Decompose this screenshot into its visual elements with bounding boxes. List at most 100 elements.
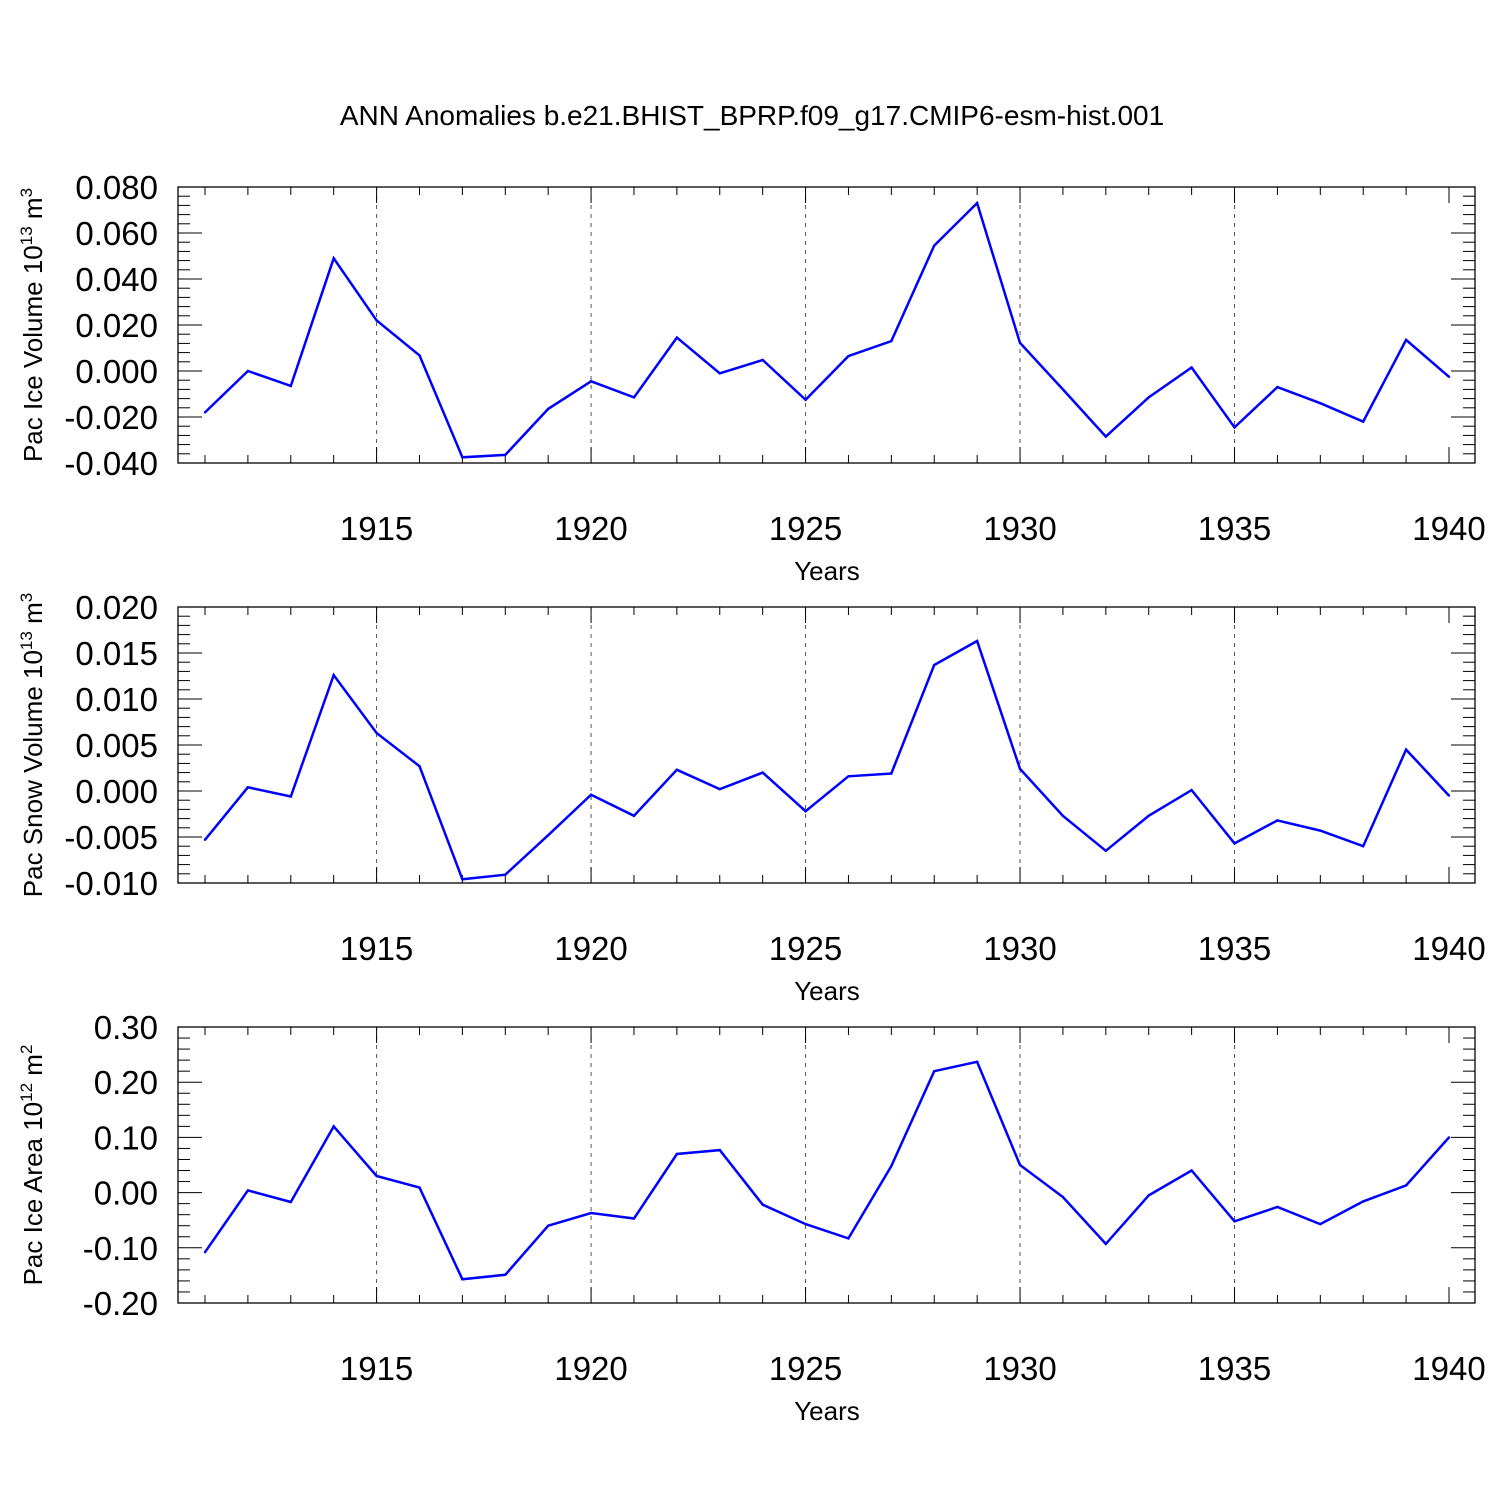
y-tick-label: -0.040 bbox=[64, 445, 158, 482]
y-axis-title-text: m bbox=[18, 602, 48, 631]
x-tick-label: 1935 bbox=[1198, 1350, 1271, 1387]
data-point bbox=[975, 1060, 979, 1063]
chart-panel-3: -0.20 -0.10 0.00 0.10 0.20 0.30 1915 1920 1925 19… bbox=[17, 1009, 1486, 1426]
y-axis-title: Pac Ice Area 1012 m2 bbox=[17, 1045, 48, 1286]
chart-panel-1: -0.040 -0.020 0.000 0.020 0.040 0.060 0.080 191… bbox=[17, 169, 1486, 586]
data-point bbox=[1190, 1169, 1193, 1172]
data-point bbox=[1104, 849, 1108, 852]
data-point bbox=[375, 731, 378, 735]
data-point bbox=[975, 201, 979, 205]
chart-panel-2: -0.010 -0.005 0.000 0.005 0.010 0.015 0.020 191… bbox=[17, 589, 1486, 1006]
data-point bbox=[718, 372, 721, 375]
data-point bbox=[1147, 1194, 1150, 1197]
y-tick-label: -0.010 bbox=[64, 865, 158, 902]
y-tick-label: 0.020 bbox=[75, 307, 158, 344]
y-tick-label: -0.005 bbox=[64, 819, 158, 856]
y-tick-label: 0.10 bbox=[94, 1119, 158, 1156]
series-line bbox=[204, 200, 1450, 459]
y-axis-title-text: m bbox=[18, 197, 48, 226]
x-tick-label: 1930 bbox=[983, 1350, 1056, 1387]
data-point bbox=[675, 336, 679, 339]
data-point bbox=[203, 838, 207, 841]
y-axis-title-text: Pac Snow Volume 10 bbox=[18, 650, 48, 897]
data-point bbox=[1233, 426, 1236, 429]
plot-frame bbox=[177, 186, 1476, 464]
data-point bbox=[761, 1203, 764, 1206]
data-point bbox=[1319, 829, 1322, 832]
x-tick-label: 1935 bbox=[1198, 510, 1271, 547]
x-tick-label: 1920 bbox=[554, 1350, 627, 1387]
data-point bbox=[847, 1237, 850, 1240]
plot-frame bbox=[177, 1026, 1476, 1304]
data-point bbox=[1061, 388, 1065, 391]
data-point bbox=[847, 775, 850, 778]
y-tick-label: 0.20 bbox=[94, 1064, 158, 1101]
data-point bbox=[589, 1211, 593, 1215]
x-axis-title: Years bbox=[794, 1396, 860, 1426]
data-point bbox=[632, 814, 636, 818]
data-point bbox=[804, 1222, 807, 1226]
data-point bbox=[1233, 842, 1236, 845]
data-point bbox=[1404, 1184, 1408, 1187]
data-point bbox=[847, 354, 850, 358]
data-point bbox=[1276, 819, 1279, 822]
y-tick-label: 0.010 bbox=[75, 681, 158, 718]
data-point bbox=[1276, 385, 1279, 389]
x-tick-label: 1920 bbox=[554, 930, 627, 967]
chart-title: ANN Anomalies b.e21.BHIST_BPRP.f09_g17.C… bbox=[340, 100, 1164, 131]
data-point bbox=[632, 1217, 636, 1220]
data-point bbox=[1233, 1220, 1236, 1223]
data-point bbox=[461, 878, 464, 881]
data-point bbox=[933, 1069, 936, 1073]
data-point bbox=[375, 1174, 378, 1178]
data-point bbox=[1447, 794, 1451, 797]
series-line bbox=[204, 639, 1450, 881]
y-tick-label: 0.015 bbox=[75, 635, 158, 672]
data-point bbox=[289, 384, 292, 388]
data-point bbox=[289, 1200, 292, 1204]
data-point bbox=[1447, 1136, 1451, 1139]
data-point bbox=[332, 673, 335, 677]
data-point bbox=[761, 771, 764, 774]
y-tick-label: 0.080 bbox=[75, 169, 158, 206]
y-axis-title: Pac Ice Volume 1013 m3 bbox=[17, 188, 48, 462]
y-axis-title-text: m bbox=[18, 1054, 48, 1083]
data-point bbox=[418, 1186, 421, 1189]
data-point bbox=[461, 1278, 464, 1281]
data-point bbox=[375, 319, 378, 322]
plot-frame bbox=[177, 606, 1476, 884]
data-point bbox=[718, 1148, 721, 1152]
x-tick-label: 1940 bbox=[1412, 510, 1485, 547]
data-point bbox=[246, 786, 250, 789]
data-point bbox=[1404, 338, 1408, 342]
data-point bbox=[933, 244, 936, 247]
x-tick-label: 1940 bbox=[1412, 1350, 1485, 1387]
data-point bbox=[203, 411, 207, 414]
data-point bbox=[1404, 748, 1408, 751]
data-point bbox=[504, 873, 507, 876]
data-point bbox=[890, 772, 893, 775]
y-tick-label: -0.20 bbox=[83, 1285, 158, 1322]
data-point bbox=[1061, 814, 1065, 818]
y-tick-label: 0.000 bbox=[75, 773, 158, 810]
data-point bbox=[1018, 1163, 1022, 1167]
data-point bbox=[632, 396, 636, 399]
data-point bbox=[461, 456, 464, 459]
x-tick-label: 1930 bbox=[983, 930, 1056, 967]
x-tick-label: 1935 bbox=[1198, 930, 1271, 967]
y-tick-label: 0.000 bbox=[75, 353, 158, 390]
data-point bbox=[546, 833, 550, 837]
y-tick-label: 0.005 bbox=[75, 727, 158, 764]
x-tick-label: 1915 bbox=[340, 1350, 413, 1387]
data-point bbox=[332, 1125, 335, 1128]
y-axis-title-superscript: 3 bbox=[17, 593, 36, 602]
data-point bbox=[246, 369, 250, 373]
y-axis-title-superscript: 3 bbox=[17, 188, 36, 197]
x-tick-label: 1925 bbox=[769, 510, 842, 547]
data-point bbox=[1319, 402, 1322, 405]
data-point bbox=[1147, 396, 1150, 399]
y-axis-title-superscript: 13 bbox=[17, 631, 36, 650]
y-axis-title: Pac Snow Volume 1013 m3 bbox=[17, 593, 48, 897]
y-axis-title-superscript: 2 bbox=[17, 1045, 36, 1054]
